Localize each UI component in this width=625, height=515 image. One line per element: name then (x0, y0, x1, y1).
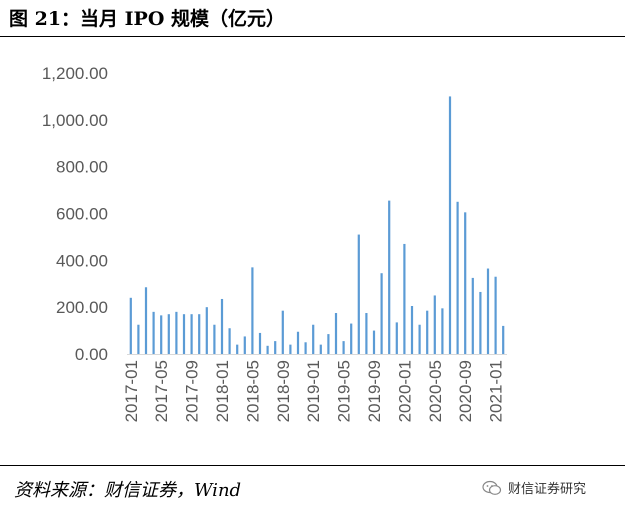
bar-2018-11 (296, 331, 300, 354)
bar-2017-02 (137, 324, 140, 354)
bar-2018-02 (228, 328, 231, 354)
bar-2019-07 (357, 234, 360, 354)
bar-2020-03 (418, 324, 421, 354)
source-note: 资料来源：财信证券，Wind (14, 480, 242, 501)
bar-2017-05 (160, 315, 163, 354)
x-tick-label: 2020-01 (395, 360, 414, 422)
bar-2017-06 (167, 314, 170, 354)
bar-2021-01 (494, 276, 497, 354)
bar-2020-05 (433, 295, 436, 354)
bar-2019-11 (388, 200, 391, 354)
x-tick-label: 2018-09 (274, 360, 293, 422)
bar-2018-07 (266, 345, 269, 354)
y-tick-label: 800.00 (56, 158, 108, 177)
bar-2020-08 (456, 201, 459, 354)
watermark: 财信证券研究 (482, 478, 586, 497)
bar-2019-01 (312, 324, 315, 354)
source-rule (0, 465, 625, 466)
x-tick-label: 2020-09 (456, 360, 475, 422)
bar-2018-08 (274, 341, 277, 354)
y-tick-label: 1,000.00 (42, 111, 108, 130)
bar-2019-10 (380, 273, 383, 354)
bar-2019-09 (372, 330, 376, 354)
bar-2018-03 (236, 344, 239, 354)
bar-2019-12 (395, 322, 398, 354)
bar-2017-08 (182, 314, 186, 354)
ipo-bar-chart: 0.00 200.00 400.00 600.00 800.00 1,000.00 1,20… (42, 64, 507, 422)
x-tick-label: 2018-05 (243, 360, 262, 422)
figure-title: 图 21：当月 IPO 规模（亿元） (9, 8, 286, 30)
x-tick-label: 2017-01 (122, 360, 141, 422)
x-tick-label: 2019-01 (304, 360, 323, 422)
y-tick-label: 1,200.00 (42, 64, 108, 83)
bar-2018-05 (251, 267, 254, 354)
bar-2020-09 (464, 212, 467, 354)
bar-2019-05 (342, 341, 345, 354)
x-tick-label: 2019-09 (365, 360, 384, 422)
bar-2019-06 (350, 323, 353, 354)
x-tick-label: 2021-01 (487, 360, 506, 422)
bar-2020-06 (441, 308, 444, 354)
bar-2020-02 (410, 306, 414, 354)
bar-2020-07 (448, 96, 452, 355)
watermark-text: 财信证券研究 (508, 482, 587, 497)
bar-2021-02 (502, 325, 505, 354)
bar-2017-07 (175, 311, 178, 354)
x-tick-label: 2020-05 (426, 360, 445, 422)
bar-2017-01 (129, 297, 132, 354)
bar-2020-01 (403, 243, 406, 354)
bar-2018-09 (281, 310, 284, 354)
y-tick-label: 600.00 (56, 205, 108, 224)
x-tick-label: 2019-05 (335, 360, 354, 422)
x-tick-label: 2017-09 (183, 360, 202, 422)
bar-2018-10 (289, 344, 292, 354)
bar-2019-08 (365, 313, 368, 354)
bar-2018-12 (304, 342, 307, 354)
y-tick-label: 0.00 (75, 345, 108, 364)
bar-2017-09 (190, 314, 193, 354)
x-tick-label: 2017-05 (152, 360, 171, 422)
bar-2020-11 (479, 291, 482, 354)
y-tick-label: 200.00 (56, 298, 108, 317)
bar-2017-04 (152, 311, 155, 354)
x-tick-label: 2018-01 (213, 360, 232, 422)
bar-2019-03 (327, 334, 330, 354)
wechat-icon (482, 480, 502, 495)
title-rule (0, 36, 625, 37)
bar-2017-11 (205, 307, 208, 354)
bar-2018-04 (243, 336, 246, 354)
bar-2017-03 (144, 287, 148, 354)
bar-2020-04 (426, 310, 429, 354)
bar-2019-02 (319, 344, 322, 354)
bar-2020-12 (486, 268, 490, 354)
bar-2018-06 (258, 332, 262, 354)
bar-2020-10 (471, 277, 474, 354)
bar-2018-01 (220, 298, 224, 354)
bar-2019-04 (334, 313, 338, 354)
bar-2017-12 (213, 324, 216, 354)
bar-2017-10 (198, 314, 201, 354)
y-tick-label: 400.00 (56, 251, 108, 270)
